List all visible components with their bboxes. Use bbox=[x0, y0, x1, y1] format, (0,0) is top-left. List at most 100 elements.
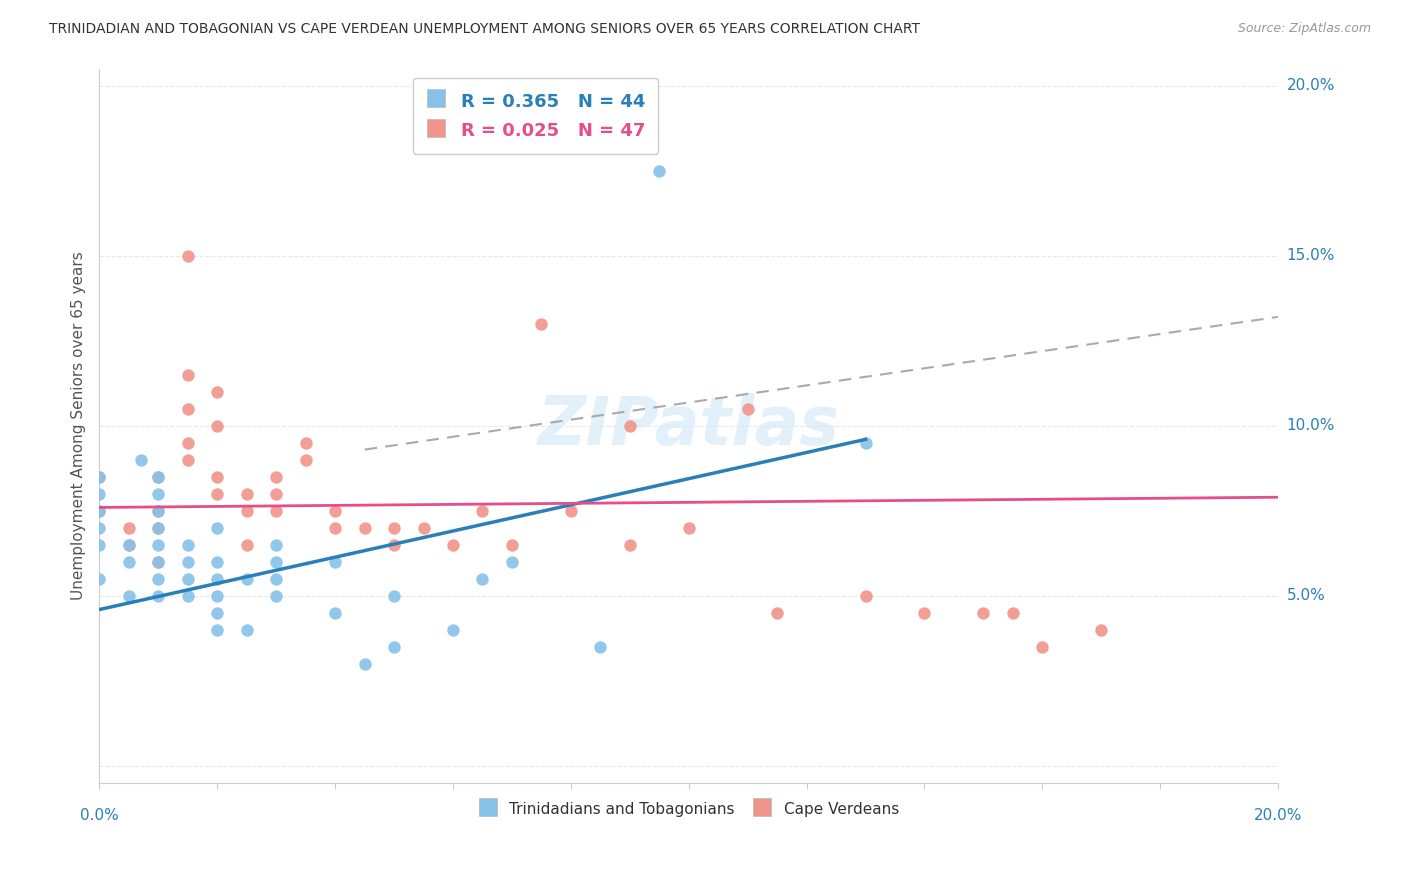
Point bbox=[972, 606, 994, 620]
Point bbox=[382, 589, 405, 603]
Point bbox=[560, 504, 582, 518]
Point bbox=[177, 555, 200, 569]
Text: 10.0%: 10.0% bbox=[1286, 418, 1334, 434]
Point bbox=[207, 589, 229, 603]
Point bbox=[737, 401, 759, 416]
Point bbox=[207, 384, 229, 399]
Point bbox=[264, 504, 287, 518]
Point bbox=[236, 572, 259, 586]
Text: TRINIDADIAN AND TOBAGONIAN VS CAPE VERDEAN UNEMPLOYMENT AMONG SENIORS OVER 65 YE: TRINIDADIAN AND TOBAGONIAN VS CAPE VERDE… bbox=[49, 22, 920, 37]
Point bbox=[1001, 606, 1024, 620]
Point bbox=[89, 470, 111, 484]
Point bbox=[589, 640, 612, 654]
Point bbox=[471, 504, 494, 518]
Point bbox=[89, 504, 111, 518]
Point bbox=[89, 487, 111, 501]
Point bbox=[177, 589, 200, 603]
Text: 5.0%: 5.0% bbox=[1286, 589, 1324, 603]
Point bbox=[148, 504, 170, 518]
Point bbox=[177, 368, 200, 382]
Point bbox=[148, 521, 170, 535]
Legend: Trinidadians and Tobagonians, Cape Verdeans: Trinidadians and Tobagonians, Cape Verde… bbox=[471, 792, 907, 825]
Point bbox=[501, 538, 523, 552]
Point bbox=[118, 555, 141, 569]
Point bbox=[382, 521, 405, 535]
Point bbox=[619, 538, 641, 552]
Point bbox=[207, 572, 229, 586]
Point bbox=[207, 418, 229, 433]
Point bbox=[177, 401, 200, 416]
Point bbox=[207, 606, 229, 620]
Point bbox=[264, 572, 287, 586]
Point bbox=[89, 572, 111, 586]
Point bbox=[207, 555, 229, 569]
Y-axis label: Unemployment Among Seniors over 65 years: Unemployment Among Seniors over 65 years bbox=[72, 252, 86, 600]
Point bbox=[118, 521, 141, 535]
Point bbox=[177, 452, 200, 467]
Point bbox=[148, 521, 170, 535]
Point bbox=[148, 538, 170, 552]
Point bbox=[89, 470, 111, 484]
Point bbox=[118, 538, 141, 552]
Point bbox=[89, 521, 111, 535]
Point bbox=[148, 470, 170, 484]
Point bbox=[207, 487, 229, 501]
Point bbox=[177, 572, 200, 586]
Point bbox=[678, 521, 700, 535]
Point bbox=[236, 538, 259, 552]
Point bbox=[264, 470, 287, 484]
Point bbox=[89, 538, 111, 552]
Point bbox=[148, 572, 170, 586]
Text: 0.0%: 0.0% bbox=[80, 808, 120, 823]
Point bbox=[148, 589, 170, 603]
Point bbox=[264, 555, 287, 569]
Text: 15.0%: 15.0% bbox=[1286, 248, 1334, 263]
Point bbox=[353, 521, 375, 535]
Point bbox=[264, 589, 287, 603]
Point bbox=[264, 487, 287, 501]
Point bbox=[323, 606, 346, 620]
Point bbox=[148, 555, 170, 569]
Point bbox=[766, 606, 789, 620]
Text: Source: ZipAtlas.com: Source: ZipAtlas.com bbox=[1237, 22, 1371, 36]
Point bbox=[177, 538, 200, 552]
Point bbox=[236, 623, 259, 637]
Point bbox=[412, 521, 434, 535]
Point bbox=[118, 589, 141, 603]
Point bbox=[207, 521, 229, 535]
Point bbox=[382, 640, 405, 654]
Text: ZIPatlas: ZIPatlas bbox=[537, 392, 839, 458]
Point bbox=[89, 504, 111, 518]
Point bbox=[619, 418, 641, 433]
Point bbox=[148, 470, 170, 484]
Point bbox=[530, 317, 553, 331]
Point bbox=[148, 487, 170, 501]
Point bbox=[353, 657, 375, 671]
Point bbox=[148, 555, 170, 569]
Point bbox=[648, 163, 671, 178]
Text: 20.0%: 20.0% bbox=[1254, 808, 1302, 823]
Point bbox=[207, 623, 229, 637]
Point bbox=[501, 555, 523, 569]
Point bbox=[236, 487, 259, 501]
Point bbox=[323, 504, 346, 518]
Point bbox=[177, 435, 200, 450]
Point bbox=[207, 470, 229, 484]
Point bbox=[323, 555, 346, 569]
Point bbox=[294, 435, 316, 450]
Point bbox=[441, 538, 464, 552]
Point bbox=[855, 589, 877, 603]
Point bbox=[382, 538, 405, 552]
Point bbox=[323, 521, 346, 535]
Point bbox=[236, 504, 259, 518]
Point bbox=[1031, 640, 1053, 654]
Point bbox=[1090, 623, 1112, 637]
Point bbox=[855, 435, 877, 450]
Text: 20.0%: 20.0% bbox=[1286, 78, 1334, 93]
Point bbox=[148, 504, 170, 518]
Point bbox=[264, 538, 287, 552]
Point bbox=[177, 249, 200, 263]
Point bbox=[118, 538, 141, 552]
Point bbox=[129, 452, 152, 467]
Point bbox=[294, 452, 316, 467]
